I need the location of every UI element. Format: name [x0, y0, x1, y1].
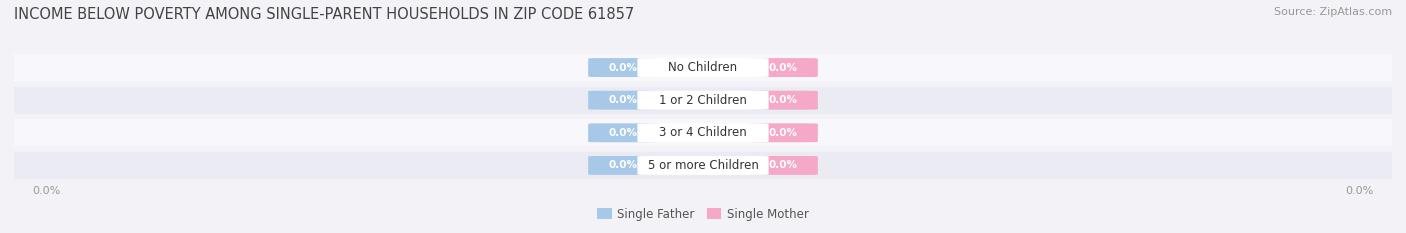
- Text: INCOME BELOW POVERTY AMONG SINGLE-PARENT HOUSEHOLDS IN ZIP CODE 61857: INCOME BELOW POVERTY AMONG SINGLE-PARENT…: [14, 7, 634, 22]
- Text: 1 or 2 Children: 1 or 2 Children: [659, 94, 747, 107]
- FancyBboxPatch shape: [637, 91, 769, 110]
- Text: No Children: No Children: [668, 61, 738, 74]
- FancyBboxPatch shape: [749, 156, 818, 175]
- Text: Source: ZipAtlas.com: Source: ZipAtlas.com: [1274, 7, 1392, 17]
- Text: 0.0%: 0.0%: [609, 161, 637, 170]
- Text: 0.0%: 0.0%: [769, 128, 797, 138]
- FancyBboxPatch shape: [588, 123, 657, 142]
- FancyBboxPatch shape: [637, 123, 769, 142]
- Text: 3 or 4 Children: 3 or 4 Children: [659, 126, 747, 139]
- Legend: Single Father, Single Mother: Single Father, Single Mother: [593, 203, 813, 225]
- FancyBboxPatch shape: [749, 123, 818, 142]
- Text: 5 or more Children: 5 or more Children: [648, 159, 758, 172]
- FancyBboxPatch shape: [14, 54, 1392, 81]
- FancyBboxPatch shape: [637, 156, 769, 175]
- FancyBboxPatch shape: [588, 156, 657, 175]
- FancyBboxPatch shape: [749, 91, 818, 110]
- Text: 0.0%: 0.0%: [769, 95, 797, 105]
- FancyBboxPatch shape: [749, 58, 818, 77]
- FancyBboxPatch shape: [14, 87, 1392, 113]
- FancyBboxPatch shape: [588, 58, 657, 77]
- Text: 0.0%: 0.0%: [609, 63, 637, 72]
- FancyBboxPatch shape: [588, 91, 657, 110]
- FancyBboxPatch shape: [14, 120, 1392, 146]
- FancyBboxPatch shape: [637, 58, 769, 77]
- FancyBboxPatch shape: [14, 152, 1392, 179]
- Text: 0.0%: 0.0%: [769, 161, 797, 170]
- Text: 0.0%: 0.0%: [769, 63, 797, 72]
- Text: 0.0%: 0.0%: [609, 128, 637, 138]
- Text: 0.0%: 0.0%: [609, 95, 637, 105]
